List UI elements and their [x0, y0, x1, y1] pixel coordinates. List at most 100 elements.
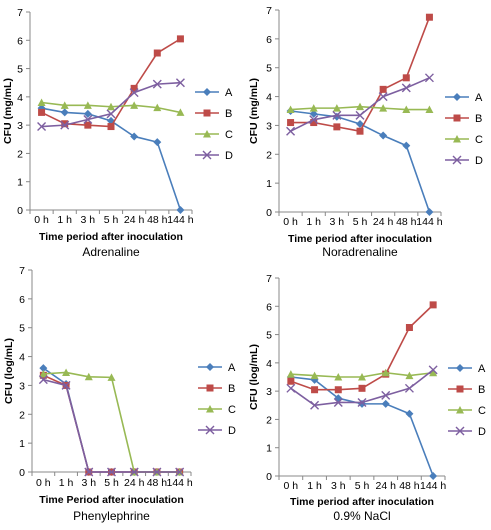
x-tick-label: 48 h — [147, 214, 168, 226]
y-tick-label: 7 — [266, 5, 272, 17]
series-B-point — [130, 84, 138, 92]
y-tick-label: 7 — [19, 265, 25, 277]
series-D-point — [381, 390, 391, 400]
legend-entry-D: D — [445, 155, 483, 167]
series-D-point — [286, 126, 296, 136]
series-C-point — [176, 108, 185, 116]
y-tick-label: 2 — [17, 148, 23, 160]
legend-label: A — [475, 92, 483, 104]
series-D-point — [355, 110, 365, 120]
x-tick-label: 144 h — [416, 216, 442, 228]
series-B-point — [311, 386, 319, 394]
x-axis-label: Time period after inoculation — [39, 231, 183, 243]
series-D-point — [401, 83, 411, 93]
legend-entry-C: C — [448, 405, 486, 417]
series-D-point — [333, 397, 343, 407]
series-D-point — [38, 375, 48, 385]
series-D-point — [60, 120, 70, 130]
series-D-point — [129, 88, 139, 98]
x-tick-label: 0 h — [34, 214, 49, 226]
series-B-point — [356, 127, 364, 135]
series-D-point — [424, 73, 434, 83]
legend-entry-D: D — [448, 426, 486, 438]
legend-label: D — [225, 150, 233, 162]
series-B-point — [287, 119, 295, 127]
legend-label: D — [228, 425, 236, 437]
legend-entry-B: B — [198, 383, 235, 395]
series-C-point — [130, 101, 139, 109]
series-D — [37, 78, 185, 132]
y-tick-label: 3 — [266, 386, 272, 398]
series-B-point — [402, 74, 410, 82]
series-D-point-stroke-2 — [175, 467, 185, 477]
series-D-point-stroke-2 — [309, 115, 319, 125]
series-B-point — [358, 384, 366, 392]
series-D-point-stroke-2 — [401, 83, 411, 93]
series-D-point — [37, 122, 47, 132]
x-tick-label: 0 h — [283, 216, 298, 228]
y-axis-label: CFU (mg/mL) — [2, 78, 14, 144]
legend-entry-B: B — [448, 384, 485, 396]
series-A — [39, 364, 184, 476]
series-B-line — [43, 374, 180, 473]
y-tick-label: 0 — [19, 467, 25, 479]
series-D-point — [107, 467, 116, 477]
series-D-point-stroke-2 — [381, 390, 391, 400]
x-tick-label: 5 h — [355, 480, 370, 492]
series-D-point-stroke-2 — [84, 467, 94, 477]
legend-label: B — [478, 384, 485, 396]
series-A-point — [429, 472, 438, 480]
legend-marker — [206, 384, 214, 392]
legend-label: C — [478, 405, 486, 417]
series-C-point — [84, 372, 93, 381]
series-D-point-stroke-2 — [37, 122, 47, 132]
series-C-point — [107, 373, 116, 381]
series-C-point — [62, 368, 71, 376]
series-D-point-stroke-2 — [152, 467, 162, 477]
series-C-point — [309, 104, 318, 112]
legend-marker — [456, 406, 464, 414]
series-B-point — [61, 120, 69, 128]
series-A-point — [60, 108, 69, 117]
y-tick-label: 4 — [266, 358, 272, 370]
series-C — [286, 102, 434, 114]
y-tick-label: 0 — [17, 205, 23, 217]
series-C-point — [286, 105, 295, 114]
series-B — [39, 371, 184, 476]
series-A-point — [130, 132, 139, 141]
chart-3: 0 1 2 3 4 5 6 7 0 h 1 h 3 h 5 h 24 h 48 h 144 h Time Pe… — [3, 265, 236, 523]
legend-entry-C: C — [198, 404, 236, 416]
series-D-point-stroke-2 — [60, 120, 70, 130]
series-A — [37, 104, 185, 214]
legend-marker — [453, 114, 461, 122]
series-D — [286, 365, 438, 410]
series-A-point — [381, 399, 390, 408]
series-B-point — [333, 123, 341, 131]
y-tick-label: 0 — [266, 471, 272, 483]
series-D — [286, 73, 434, 136]
y-tick-label: 0 — [266, 207, 272, 219]
series-D-point — [152, 79, 162, 89]
series-C-point — [286, 370, 295, 378]
chart-caption: Adrenaline — [82, 245, 140, 259]
series-C-point — [358, 373, 366, 381]
y-tick-label: 4 — [17, 92, 23, 104]
y-tick-label: 6 — [19, 294, 25, 306]
legend-marker — [456, 364, 464, 372]
series-A-point — [83, 109, 92, 118]
legend-marker-stroke-2 — [455, 426, 465, 436]
legend-marker — [203, 88, 211, 96]
series-C-point — [402, 105, 411, 114]
series-C-point — [425, 105, 434, 114]
series-C-point — [379, 104, 388, 112]
series-D-point-stroke-2 — [175, 78, 185, 88]
series-D-point — [83, 114, 93, 124]
series-A-point — [405, 409, 414, 418]
legend-marker — [203, 130, 211, 138]
legend-label: C — [228, 404, 236, 416]
x-axis-label: Time period after inoculation — [288, 233, 432, 245]
legend-label: B — [225, 108, 232, 120]
series-D-point — [357, 397, 367, 407]
legend-entry-C: C — [445, 134, 483, 146]
y-tick-label: 1 — [17, 177, 23, 189]
